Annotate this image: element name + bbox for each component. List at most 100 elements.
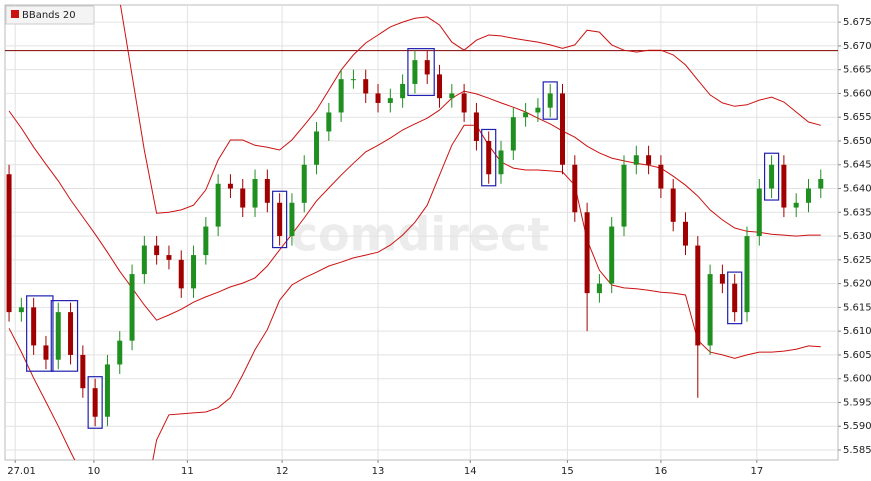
pattern-box [481,128,497,187]
candle-body [609,226,615,284]
candle-body [117,340,123,365]
legend-box [5,5,95,25]
candle-body [646,155,652,165]
y-tick-label: 5.650 [843,136,871,147]
x-tick-label: 10 [88,466,101,477]
y-tick-label: 5.620 [843,279,871,290]
y-tick-label: 5.670 [843,41,871,52]
candle-body [572,164,578,213]
candle-body [375,93,381,103]
candle-body [314,131,320,165]
candle-body [6,174,12,313]
candle-body [387,98,393,103]
candle-body [264,179,270,203]
x-tick-label: 15 [561,466,574,477]
y-tick-label: 5.640 [843,184,871,195]
candle-body [92,388,98,417]
candle-body [154,245,160,256]
candle-body [486,140,492,175]
pattern-box [763,152,780,201]
band-line [8,90,821,321]
candle-body [141,245,147,275]
y-tick-label: 5.665 [843,65,871,76]
legend-swatch [11,10,19,18]
pattern-box [542,81,558,120]
candle-body [240,188,246,208]
y-tick-label: 5.655 [843,112,871,123]
y-tick-label: 5.590 [843,421,871,432]
candle-body [670,188,676,222]
pattern-box [272,190,288,249]
candle-body [818,179,824,189]
y-tick-label: 5.610 [843,326,871,337]
x-tick-label: 11 [181,466,194,477]
candle-body [449,93,455,99]
candle-body [31,307,37,346]
x-tick-label: 17 [750,466,763,477]
candle-body [560,93,566,165]
candle-body [252,179,258,208]
candle-body [326,112,332,132]
candle-body [769,164,775,189]
candle-body [129,274,135,341]
candle-body [80,354,86,389]
candle-body [191,255,197,289]
candle-body [424,60,430,75]
candle-body [215,183,221,227]
candle-body [744,236,750,313]
candle-body [523,112,529,118]
candle-body [682,221,688,246]
candle-body [707,274,713,346]
y-tick-label: 5.600 [843,374,871,385]
candle-body [793,202,799,208]
y-tick-label: 5.585 [843,445,871,456]
plot-area [4,4,839,461]
x-tick-label: 16 [655,466,668,477]
y-tick-label: 5.605 [843,350,871,361]
candle-body [400,83,406,99]
candle-body [68,312,74,355]
pattern-box [26,295,54,372]
candle-body [166,255,172,260]
candle-body [461,93,467,113]
x-tick-label: 27.01 [7,466,36,477]
x-tick-label: 12 [276,466,289,477]
candle-body [203,226,209,256]
candle-body [584,212,590,294]
plot-layer [5,5,838,460]
y-tick-label: 5.615 [843,302,871,313]
band-line [8,124,821,460]
candle-body [732,283,738,313]
candle-body [178,259,184,289]
candle-body [781,164,787,208]
candle-body [227,183,233,189]
band-line [119,5,821,214]
candle-body [412,60,418,84]
candle-body [473,112,479,141]
pattern-box [727,271,743,325]
y-tick-label: 5.645 [843,160,871,171]
pattern-box [407,48,435,97]
candle-body [621,164,627,227]
candle-body [437,74,443,99]
y-tick-label: 5.630 [843,231,871,242]
candle-body [719,274,725,284]
candle-body [338,79,344,113]
candle-body [510,117,516,151]
y-tick-label: 5.625 [843,255,871,266]
candle-body [498,150,504,175]
y-tick-label: 5.635 [843,207,871,218]
candle-body [756,188,762,237]
candle-body [350,79,356,81]
candle-body [43,345,49,360]
candle-body [55,312,61,360]
pattern-box [50,300,79,372]
candle-body [658,164,664,189]
x-tick-label: 13 [372,466,385,477]
candle-body [301,164,307,203]
y-tick-label: 5.595 [843,397,871,408]
candle-body [289,202,295,237]
pattern-box [87,376,103,429]
legend-label: BBands 20 [22,10,76,21]
